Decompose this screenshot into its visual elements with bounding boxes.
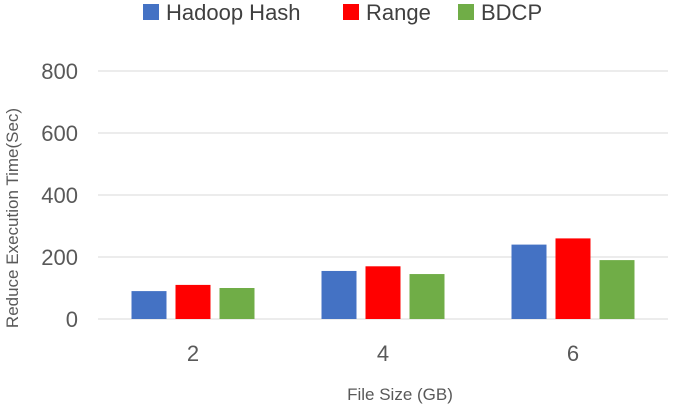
bar-bdcp-2 (219, 288, 255, 319)
y-tick-label: 400 (41, 183, 78, 208)
bar-hadoop-hash-6 (511, 244, 547, 319)
legend: Hadoop Hash Range BDCP (143, 0, 542, 25)
y-axis-ticks: 0 200 400 600 800 (41, 59, 78, 332)
x-axis-title: File Size (GB) (347, 385, 453, 404)
legend-label-hadoop-hash: Hadoop Hash (166, 0, 301, 25)
y-axis-title: Reduce Execution Time(Sec) (3, 108, 22, 328)
y-tick-label: 200 (41, 245, 78, 270)
legend-swatch-hadoop-hash (143, 4, 159, 20)
bar-range-4 (365, 266, 401, 319)
x-tick-label: 6 (567, 341, 579, 366)
legend-label-bdcp: BDCP (481, 0, 542, 25)
bar-bdcp-6 (599, 260, 635, 319)
bar-range-2 (175, 284, 211, 319)
legend-swatch-bdcp (458, 4, 474, 20)
x-axis-ticks: 2 4 6 (187, 341, 579, 366)
y-tick-label: 800 (41, 59, 78, 84)
bar-range-6 (555, 238, 591, 319)
legend-label-range: Range (366, 0, 431, 25)
bar-hadoop-hash-4 (321, 270, 357, 319)
bar-hadoop-hash-2 (131, 291, 167, 319)
bar-series (131, 238, 635, 319)
y-tick-label: 0 (66, 307, 78, 332)
y-tick-label: 600 (41, 121, 78, 146)
bar-bdcp-4 (409, 274, 445, 319)
legend-swatch-range (343, 4, 359, 20)
x-tick-label: 2 (187, 341, 199, 366)
x-tick-label: 4 (377, 341, 389, 366)
